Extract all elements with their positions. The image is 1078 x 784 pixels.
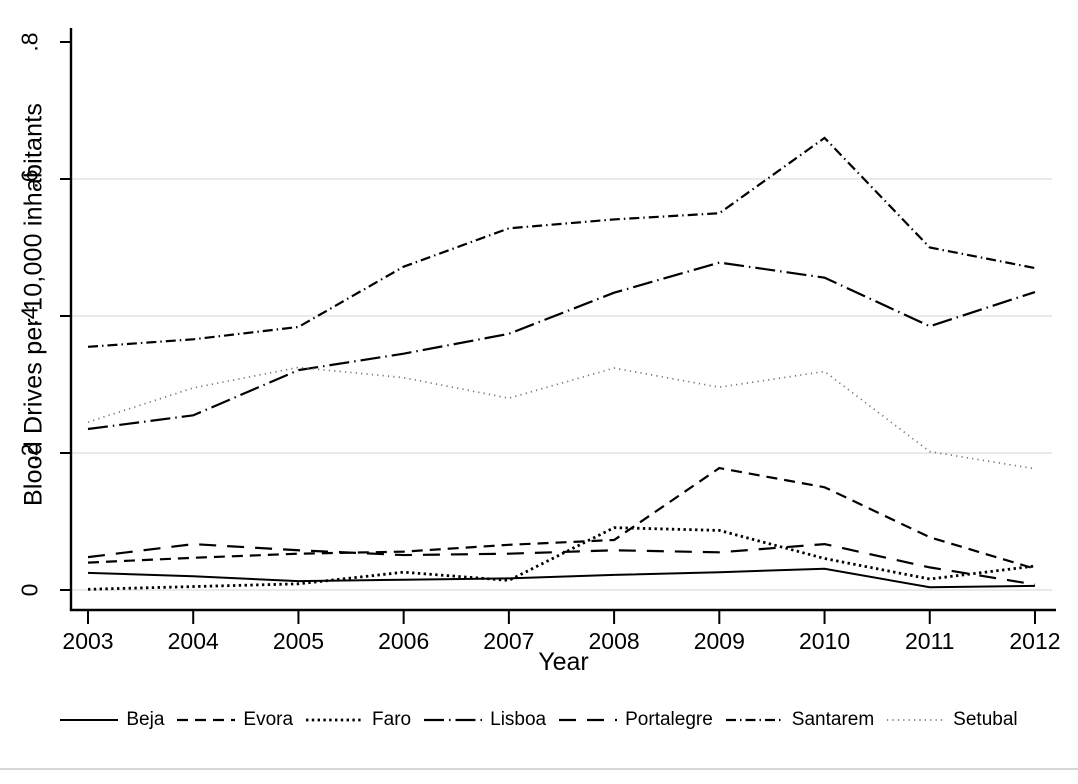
- series-line-portalegre: [87, 542, 1036, 586]
- x-tick-label: 2009: [693, 628, 745, 654]
- figure-bottom-border: [0, 768, 1078, 770]
- legend-item-faro: Faro: [306, 709, 411, 731]
- legend-label: Faro: [372, 709, 412, 730]
- x-tick-label: 2007: [483, 628, 535, 654]
- legend-label: Santarem: [791, 709, 875, 730]
- x-tick-label: 2003: [62, 628, 114, 654]
- legend-label: Beja: [126, 709, 165, 730]
- x-tick-label: 2008: [588, 628, 640, 654]
- legend-item-lisboa: Lisboa: [424, 709, 546, 731]
- legend-item-portalegre: Portalegre: [559, 709, 713, 731]
- y-axis-title: Blood Drives per 10,000 inhabitants: [19, 102, 48, 507]
- legend-label: Lisboa: [490, 709, 547, 730]
- legend-line-sample-faro: [306, 718, 365, 722]
- legend-label: Setubal: [953, 709, 1018, 730]
- legend-label: Evora: [243, 709, 294, 730]
- legend-label: Portalegre: [625, 709, 713, 730]
- x-tick-label: 2011: [905, 628, 955, 654]
- series-line-evora: [87, 466, 1036, 570]
- legend-line-sample-lisboa: [424, 718, 483, 722]
- legend-line-sample-evora: [177, 718, 236, 722]
- y-tick-label: 0: [16, 583, 43, 597]
- x-tick-label: 2005: [272, 628, 325, 654]
- x-axis-title: Year: [538, 648, 589, 676]
- legend-item-beja: Beja: [60, 709, 164, 731]
- x-tick-label: 2006: [378, 628, 430, 654]
- x-tick-label: 2004: [167, 628, 219, 654]
- series-line-lisboa: [87, 261, 1036, 431]
- series-line-beja: [87, 567, 1035, 589]
- y-tick-label: .8: [16, 32, 43, 52]
- legend-line-sample-santarem: [725, 718, 784, 722]
- legend-item-santarem: Santarem: [725, 709, 875, 731]
- legend: Beja Evora Faro Lisboa Portalegre Santarem Set…: [0, 700, 1078, 740]
- legend-line-sample-portalegre: [559, 718, 618, 722]
- legend-item-evora: Evora: [177, 709, 293, 731]
- legend-line-sample-beja: [60, 719, 119, 721]
- x-tick-label: 2010: [798, 628, 851, 654]
- legend-item-setubal: Setubal: [887, 709, 1018, 731]
- series-line-santarem: [87, 136, 1036, 348]
- series-line-faro: [87, 526, 1036, 591]
- legend-line-sample-setubal: [887, 719, 946, 721]
- x-tick-label: 2012: [1009, 628, 1061, 654]
